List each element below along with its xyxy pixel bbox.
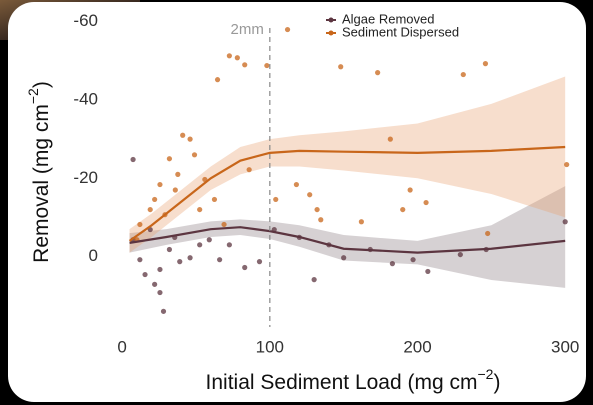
data-point <box>311 277 317 283</box>
data-point <box>160 308 167 314</box>
data-point <box>191 152 198 158</box>
y-axis-label: Removal (mg cm−2) <box>25 81 53 263</box>
data-point <box>400 206 406 213</box>
y-label-text: Removal (mg cm <box>30 104 53 263</box>
confidence-band <box>129 186 566 288</box>
data-point <box>197 242 203 248</box>
data-point <box>226 242 232 248</box>
data-point <box>152 196 158 203</box>
data-point <box>175 171 181 177</box>
data-point <box>152 281 158 287</box>
x-label-text: Initial Sediment Load (mg cm <box>206 371 478 394</box>
data-point <box>358 219 364 225</box>
data-point <box>166 246 173 253</box>
legend-label: Algae Removed <box>342 11 435 26</box>
data-point <box>387 136 393 142</box>
data-point <box>457 251 463 258</box>
data-point <box>246 167 252 173</box>
fit-line <box>129 226 566 254</box>
data-point <box>256 259 263 265</box>
data-point <box>187 255 193 261</box>
data-point <box>197 206 203 213</box>
data-point <box>206 237 212 243</box>
data-point <box>318 217 324 223</box>
data-point <box>482 61 489 67</box>
data-point <box>137 221 143 228</box>
data-point <box>214 77 221 83</box>
data-point <box>147 206 153 213</box>
data-point <box>314 206 320 213</box>
data-point <box>221 221 227 228</box>
data-point <box>425 268 431 275</box>
data-point <box>264 62 270 69</box>
x-tick-label: 200 <box>403 337 431 356</box>
data-point <box>562 219 568 225</box>
legend-marker <box>328 30 334 36</box>
x-tick-label: 100 <box>256 337 284 356</box>
x-label-end: ) <box>493 371 500 394</box>
data-point <box>338 64 344 70</box>
data-point <box>284 26 291 33</box>
data-point <box>180 132 186 138</box>
data-point <box>242 264 248 271</box>
data-point <box>389 261 396 267</box>
y-tick-label: -20 <box>73 168 98 187</box>
x-tick-label: 300 <box>551 337 579 356</box>
y-tick-label: 0 <box>89 246 98 265</box>
x-label-sup: −2 <box>478 366 494 382</box>
data-point <box>460 71 466 78</box>
data-point <box>177 259 183 265</box>
data-point <box>130 156 136 163</box>
confidence-band <box>129 76 566 253</box>
annotation: 2mm <box>230 21 263 38</box>
data-point <box>423 199 429 206</box>
data-point <box>142 271 148 278</box>
data-point <box>211 196 218 203</box>
panel <box>8 2 586 402</box>
y-tick-label: -40 <box>73 89 98 108</box>
x-tick-label: 0 <box>117 337 126 356</box>
legend-label: Sediment Dispersed <box>342 24 459 39</box>
x-axis-label: Initial Sediment Load (mg cm−2) <box>206 366 501 394</box>
data-point <box>293 181 300 188</box>
data-point <box>341 255 347 261</box>
data-point <box>166 156 173 162</box>
data-point <box>375 70 381 76</box>
data-point <box>234 55 240 61</box>
data-point <box>172 187 178 193</box>
legend-marker <box>328 17 334 23</box>
data-point <box>273 196 279 203</box>
data-point <box>242 62 248 68</box>
data-point <box>307 192 313 198</box>
data-point <box>217 257 223 263</box>
fit-line <box>128 145 566 242</box>
y-tick-label: -60 <box>73 11 98 30</box>
data-point <box>410 257 416 263</box>
data-point <box>157 289 163 296</box>
data-point <box>407 187 413 193</box>
data-point <box>485 230 491 237</box>
data-point <box>137 257 143 263</box>
y-label-end: ) <box>30 81 53 88</box>
data-point <box>226 53 232 59</box>
y-label-sup: −2 <box>25 88 41 104</box>
data-point <box>564 161 570 168</box>
data-point <box>187 136 193 142</box>
data-point <box>157 266 163 273</box>
plot-area: -60 -40 -20 0 0 100 200 300 2mm Algae RemovedSedi… <box>73 11 579 356</box>
data-point <box>157 181 163 188</box>
